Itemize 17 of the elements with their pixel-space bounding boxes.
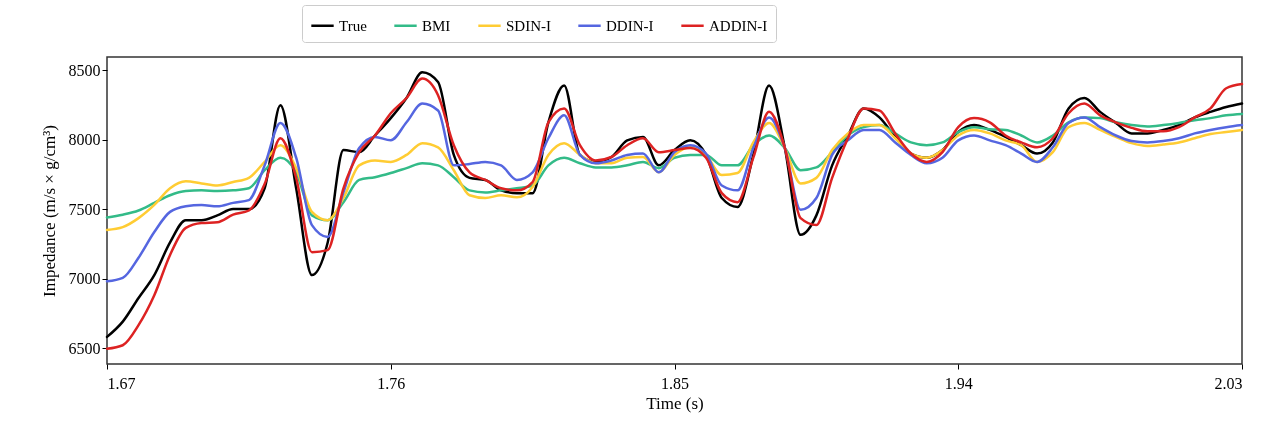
y-tick-label: 8500: [68, 61, 101, 79]
legend-label: ADDIN-I: [709, 17, 768, 34]
y-tick-label: 6500: [68, 339, 101, 357]
x-tick-label: 1.76: [377, 374, 406, 392]
legend-label: True: [339, 17, 368, 34]
y-tick-label: 8000: [68, 131, 101, 149]
x-tick-label: 1.85: [661, 374, 689, 392]
y-axis-title: Impedance (m/s × g/cm³): [39, 125, 59, 297]
x-tick-label: 2.03: [1214, 374, 1243, 392]
x-tick-label: 1.94: [944, 374, 973, 392]
legend-label: SDIN-I: [506, 17, 551, 34]
legend-label: BMI: [422, 17, 451, 34]
legend-label: DDIN-I: [606, 17, 654, 34]
x-axis-title: Time (s): [646, 393, 704, 413]
y-tick-label: 7500: [68, 200, 101, 218]
y-tick-label: 7000: [68, 270, 101, 288]
x-tick-label: 1.67: [107, 374, 136, 392]
